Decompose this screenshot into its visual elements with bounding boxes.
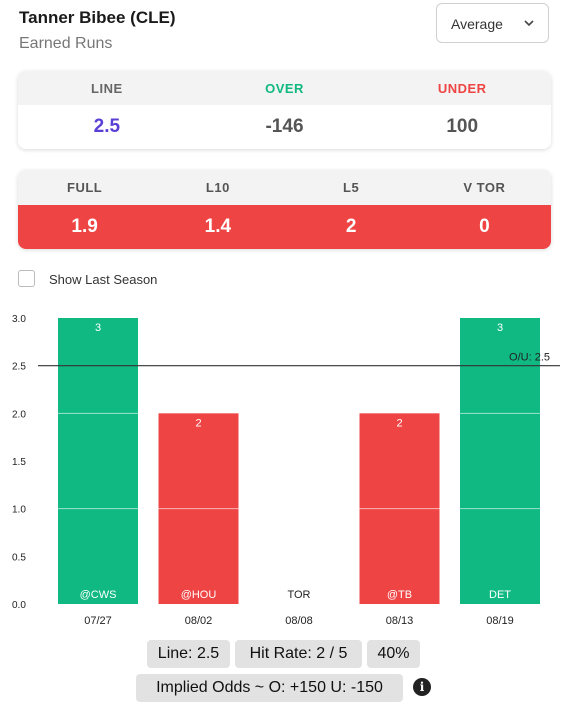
y-tick-label: 1.0 [12,505,26,516]
y-tick-label: 2.5 [12,362,26,373]
over-odds: -146 [265,116,304,137]
hit-rate-pill: Hit Rate: 2 / 5 [235,640,362,668]
x-tick-label: 08/19 [486,615,514,627]
data-label: 2 [396,417,402,429]
opponent-label: @HOU [181,589,217,601]
under-odds: 100 [446,116,479,137]
opponent-label: DET [489,589,511,601]
hit-pct-pill: 40% [367,640,420,668]
y-tick-label: 1.5 [12,457,26,468]
odds-card: LINE OVER UNDER 2.5 -146 100 [18,71,551,149]
player-title: Tanner Bibee (CLE) [19,8,176,27]
opponent-label: @CWS [80,589,117,601]
opponent-label: TOR [287,589,310,601]
under-header: UNDER [437,80,487,96]
opponent-label: @TB [387,589,412,601]
chevron-down-icon [524,20,534,27]
split-value-l5: 2 [345,216,357,237]
line-header: LINE [91,80,123,96]
stat-subtitle: Earned Runs [19,35,113,52]
show-last-season-checkbox[interactable] [18,270,35,287]
data-label: 3 [95,322,101,334]
split-label-full: FULL [67,180,103,195]
data-label: 3 [497,322,503,334]
y-tick-label: 2.0 [12,409,26,420]
earned-runs-chart: 3.0 2.5 2.0 1.5 1.0 0.5 0.0 3 @CWS 07/27 2 @HOU 08/0… [12,314,560,627]
y-tick-label: 0.5 [12,552,26,563]
split-value-full: 1.9 [71,216,98,237]
info-icon[interactable]: i [413,678,431,696]
select-value: Average [451,16,503,32]
x-tick-label: 08/02 [185,615,213,627]
line-pill: Line: 2.5 [147,640,230,668]
data-label: 2 [195,417,201,429]
y-tick-label: 3.0 [12,314,26,325]
implied-odds-pill: Implied Odds ~ O: +150 U: -150 [136,674,403,702]
show-last-season-label: Show Last Season [49,272,158,287]
splits-card: FULL L10 L5 V TOR 1.9 1.4 2 0 [18,170,551,249]
split-value-vs: 0 [479,216,490,237]
line-value: 2.5 [93,116,121,137]
x-tick-label: 08/13 [386,615,414,627]
x-tick-label: 07/27 [84,615,112,627]
bar [58,318,138,604]
y-tick-label: 0.0 [12,600,26,611]
over-header: OVER [265,80,304,96]
split-value-l10: 1.4 [204,216,232,237]
split-label-vs: V TOR [463,180,506,195]
ou-line-label: O/U: 2.5 [509,352,550,364]
split-label-l5: L5 [343,180,360,195]
average-select[interactable]: Average [436,3,549,43]
x-tick-label: 08/08 [285,615,313,627]
split-label-l10: L10 [205,180,230,195]
